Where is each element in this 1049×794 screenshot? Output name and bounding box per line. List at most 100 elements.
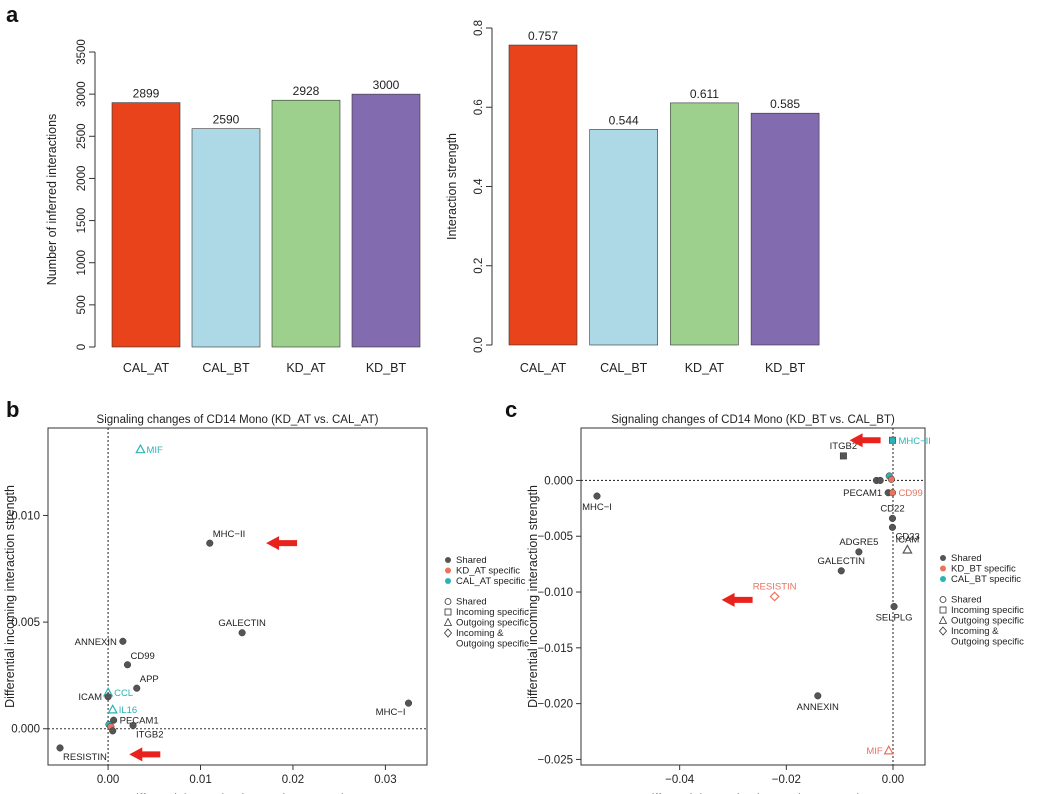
point-label: ANNEXIN	[75, 637, 117, 648]
highlight-arrow-mhc-ii	[849, 433, 881, 448]
data-point-annexin	[814, 692, 822, 700]
y-tick-label: 2500	[76, 123, 88, 149]
bar-cal-bt	[589, 129, 659, 346]
plot-frame	[580, 427, 926, 766]
y-tick-label: 1500	[76, 208, 88, 234]
x-tick-label: 0.01	[189, 774, 211, 786]
y-tick-label: 0.2	[473, 258, 485, 274]
data-point-galectin	[837, 567, 845, 575]
point-label: RESISTIN	[753, 582, 797, 593]
x-tick-label: 0.03	[374, 774, 396, 786]
data-point-mhc-ii	[206, 539, 214, 547]
point-label: ICAM	[78, 692, 102, 703]
plot-title: Signaling changes of CD14 Mono (KD_AT vs…	[97, 414, 379, 426]
bar-kd-at	[271, 99, 341, 348]
bar-value-label: 2590	[213, 113, 240, 127]
x-category-label: CAL_AT	[123, 361, 170, 375]
point-label: ITGB2	[136, 730, 163, 741]
data-point-icam	[902, 544, 913, 554]
bar-value-label: 0.544	[609, 113, 639, 127]
data-point-mhc-i	[404, 699, 413, 707]
y-tick-label: 0	[76, 344, 88, 350]
point-label: RESISTIN	[63, 752, 107, 763]
x-category-label: KD_BT	[765, 361, 806, 375]
legend-shape-label: Incoming specific	[456, 607, 529, 618]
point-label: ANNEXIN	[797, 702, 839, 713]
y-tick-label: −0.020	[538, 699, 574, 711]
x-axis-title: Differential outgoing interaction streng…	[643, 792, 864, 794]
data-point-adgre5	[855, 548, 863, 556]
legend-color-swatch	[940, 576, 946, 582]
legend-shape-label: Outgoing specific	[951, 616, 1024, 627]
data-point-resistin	[769, 591, 780, 602]
legend-shape-circle	[444, 598, 452, 605]
point-label: MIF	[146, 445, 163, 456]
legend-color-label: KD_AT specific	[456, 566, 520, 577]
point-label: MHC−I	[582, 502, 612, 513]
legend-color-label: Shared	[456, 555, 487, 566]
legend-shape-diamond	[938, 626, 948, 636]
data-point-app	[133, 684, 141, 692]
point-label: MIF	[866, 746, 883, 757]
x-tick-label: −0.02	[772, 774, 801, 786]
legend-shape-label: Incoming &	[456, 628, 504, 639]
point-label: APP	[140, 674, 159, 685]
legend-color-swatch	[445, 578, 451, 584]
data-point	[876, 476, 884, 484]
point-label: ICAM	[896, 535, 920, 546]
point-label: MHC−II	[213, 529, 245, 540]
point-label: CD99	[898, 488, 922, 499]
x-category-label: KD_AT	[685, 361, 725, 375]
data-point-annexin	[119, 637, 127, 645]
point-label: GALECTIN	[818, 556, 866, 567]
x-category-label: CAL_BT	[600, 361, 648, 375]
bar-value-label: 0.757	[528, 29, 558, 43]
data-point-itgb2	[839, 452, 847, 460]
data-point	[109, 727, 117, 735]
legend-color-label: CAL_BT specific	[951, 574, 1021, 585]
x-tick-label: 0.00	[97, 774, 119, 786]
scatter-plot-kd-bt-vs-cal-bt: Signaling changes of CD14 Mono (KD_BT vs…	[526, 414, 1024, 794]
panel-letter-b: b	[6, 397, 19, 422]
highlight-arrow-mhc-ii	[266, 536, 298, 551]
point-label: MHC−II	[898, 436, 930, 447]
bar-cal-at	[111, 102, 181, 348]
y-tick-label: 0.6	[473, 99, 485, 115]
panel-letter-a: a	[6, 2, 19, 27]
bar-chart-interaction-strength: 0.0 0.2 0.4 0.6 0.8 Interaction strength 0.757…	[445, 20, 820, 375]
y-tick-label: 1000	[76, 250, 88, 276]
x-category-label: CAL_BT	[202, 361, 250, 375]
y-tick-label: 0.4	[473, 178, 485, 195]
bar-kd-at	[670, 102, 739, 346]
point-label: CD23	[895, 531, 919, 542]
legend-color-swatch	[445, 557, 451, 563]
y-tick-label: 500	[76, 295, 88, 314]
y-tick-label: 0.000	[544, 475, 573, 487]
bar-value-label: 2928	[293, 84, 320, 98]
point-label: SELPLG	[876, 613, 913, 624]
y-tick-label: −0.025	[538, 754, 574, 766]
data-point-pecam1	[110, 716, 118, 724]
x-tick-label: 0.02	[282, 774, 304, 786]
data-point-icam	[104, 693, 112, 701]
legend-color-swatch	[940, 565, 946, 572]
legend-shape-label: Shared	[456, 597, 487, 608]
y-tick-label: 2000	[76, 166, 88, 192]
scatter-plot-kd-at-vs-cal-at: Signaling changes of CD14 Mono (KD_AT vs…	[3, 414, 529, 794]
data-point-mhc-i	[593, 492, 601, 500]
legend-shape-triangle	[938, 615, 948, 624]
x-category-label: KD_BT	[366, 361, 407, 375]
point-label: CD99	[130, 651, 154, 662]
data-point-mif	[883, 745, 894, 755]
point-label: CCL	[114, 688, 133, 699]
bar-value-label: 3000	[373, 78, 400, 92]
x-tick-label: −0.04	[665, 774, 695, 786]
legend-shape-diamond	[443, 628, 453, 638]
x-category-label: KD_AT	[286, 361, 326, 375]
x-category-label: CAL_AT	[520, 361, 567, 375]
legend-shape-label: Outgoing specific	[456, 639, 529, 650]
bar-chart-interactions-count: 0 500 1000 1500 2000 2500 3000 3500 Number of in…	[45, 39, 421, 375]
data-point	[887, 475, 895, 483]
legend-shape-label: Outgoing specific	[951, 637, 1024, 648]
